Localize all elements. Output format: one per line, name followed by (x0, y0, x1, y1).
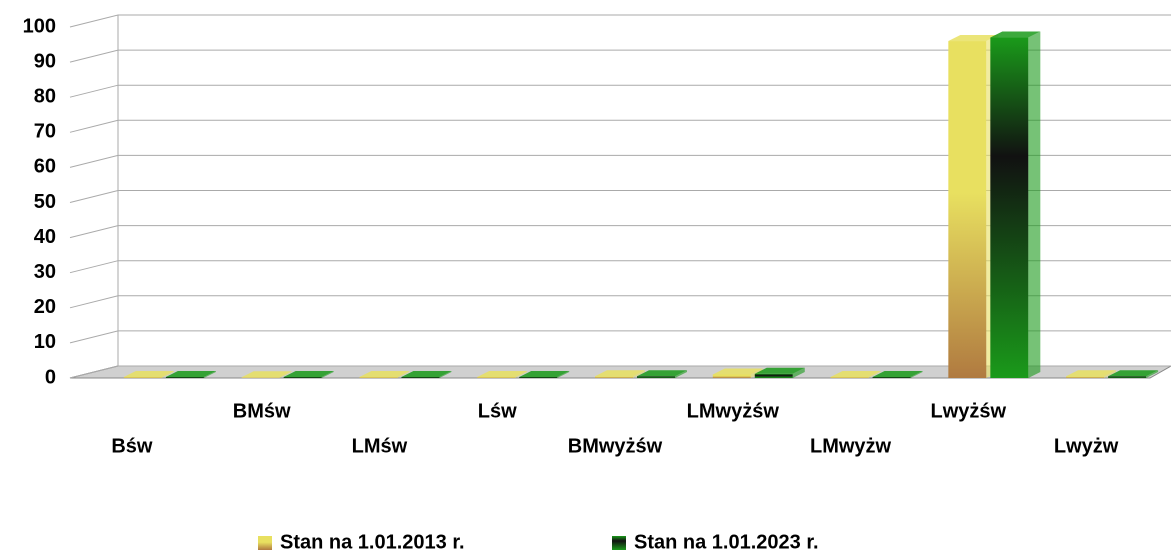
bar (830, 370, 881, 378)
x-tick-label: Lwyżw (1054, 435, 1119, 457)
bar (754, 367, 805, 378)
y-tick-label: 50 (34, 191, 56, 213)
bar (1066, 370, 1117, 378)
y-tick-label: 20 (34, 296, 56, 318)
x-tick-label: LMwyżw (810, 435, 892, 457)
legend-label: Stan na 1.01.2013 r. (280, 531, 465, 551)
legend-swatch (258, 536, 272, 550)
y-tick-label: 70 (34, 121, 56, 143)
grid-line (69, 330, 1171, 344)
x-tick-label: BMśw (233, 400, 291, 422)
bar (123, 370, 174, 378)
bar (401, 370, 452, 378)
grid-line (69, 154, 1171, 168)
grid-line (69, 295, 1171, 309)
y-tick-label: 30 (34, 261, 56, 283)
legend-label: Stan na 1.01.2023 r. (634, 531, 819, 551)
grid-line (69, 225, 1171, 239)
bar (359, 370, 410, 378)
bar (283, 370, 334, 378)
bar (595, 370, 645, 378)
grid-line (69, 365, 1171, 379)
bar (872, 370, 923, 378)
grid-line (69, 49, 1171, 63)
x-tick-label: LMwyżśw (687, 400, 780, 422)
x-tick-label: Lwyżśw (931, 400, 1007, 422)
bar (1108, 370, 1159, 378)
y-tick-label: 90 (34, 50, 56, 72)
y-tick-label: 80 (34, 85, 56, 107)
grid-line (69, 190, 1171, 203)
bar (519, 370, 570, 378)
bar (241, 371, 292, 378)
bar (990, 31, 1041, 379)
y-tick-label: 40 (34, 226, 56, 248)
x-tick-label: BMwyżśw (568, 435, 663, 457)
bar (165, 370, 216, 378)
grid-line (69, 14, 1171, 28)
x-tick-label: LMśw (352, 435, 408, 457)
x-tick-label: Bśw (111, 435, 153, 457)
grid-line (69, 84, 1171, 98)
grid-line (69, 119, 1171, 133)
y-tick-label: 0 (45, 366, 56, 388)
grid-line (69, 260, 1171, 274)
bar (637, 370, 687, 378)
bar (477, 370, 528, 378)
x-tick-label: Lśw (478, 400, 517, 422)
legend-swatch (612, 536, 626, 550)
y-tick-label: 10 (34, 331, 56, 353)
y-tick-label: 100 (23, 15, 56, 37)
y-tick-label: 60 (34, 156, 56, 178)
